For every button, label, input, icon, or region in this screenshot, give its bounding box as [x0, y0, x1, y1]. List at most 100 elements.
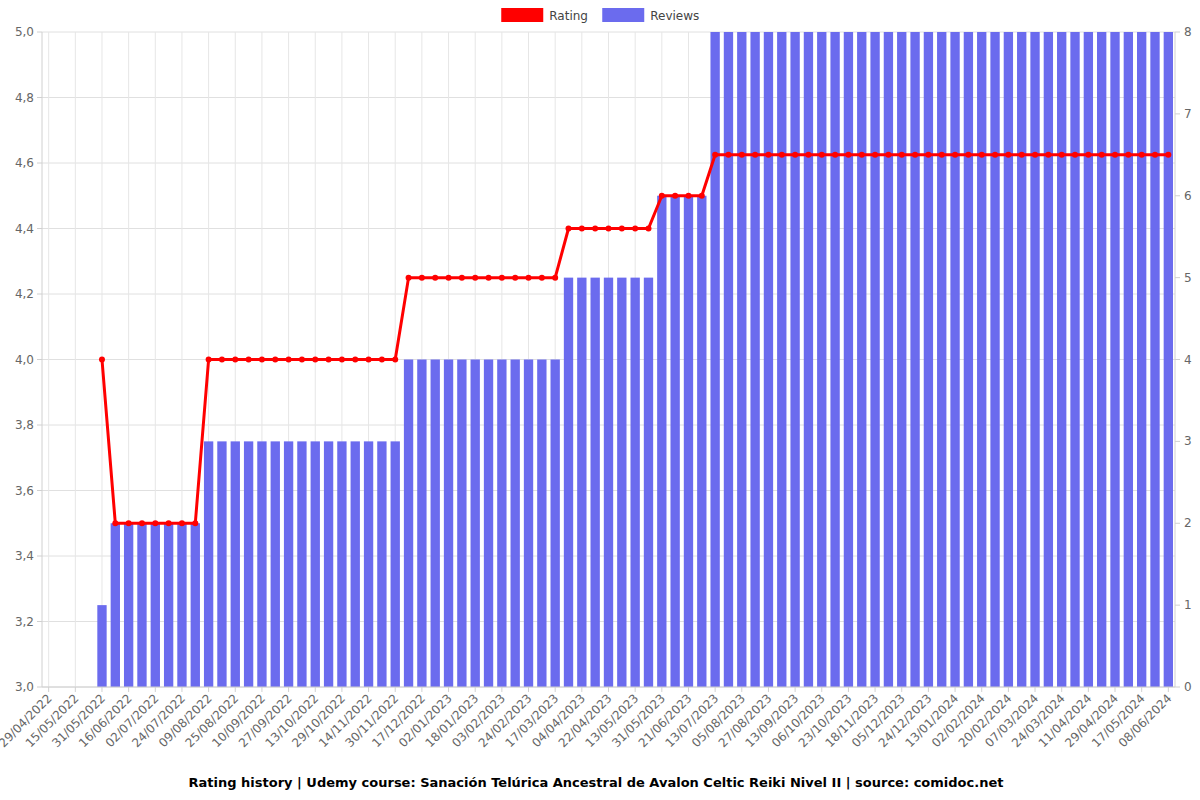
tick	[581, 687, 582, 692]
tick	[661, 687, 662, 692]
bar	[337, 441, 346, 687]
tick	[1175, 277, 1180, 278]
point	[699, 193, 705, 199]
bar	[857, 32, 866, 687]
point	[552, 275, 558, 281]
tick-label: 5	[1184, 271, 1192, 285]
tick	[1168, 687, 1169, 692]
tick	[528, 687, 529, 692]
point	[939, 152, 945, 158]
bar	[630, 278, 639, 687]
point	[819, 152, 825, 158]
bar	[164, 523, 173, 687]
marks	[97, 32, 1173, 687]
point	[606, 226, 612, 232]
bar	[1164, 32, 1173, 687]
point	[392, 357, 398, 363]
bar	[231, 441, 240, 687]
tick-label: 6	[1184, 189, 1192, 203]
tick	[288, 687, 289, 692]
tick-label: 3,0	[15, 680, 34, 694]
rating-line	[102, 155, 1168, 523]
bar	[324, 441, 333, 687]
bar	[670, 196, 679, 687]
tick	[741, 687, 742, 692]
tick	[1175, 32, 1180, 33]
bar	[884, 32, 893, 687]
point	[459, 275, 465, 281]
point	[352, 357, 358, 363]
bar	[910, 32, 919, 687]
bar	[724, 32, 733, 687]
bar	[1097, 32, 1106, 687]
point	[899, 152, 905, 158]
point	[579, 226, 585, 232]
point	[206, 357, 212, 363]
point	[885, 152, 891, 158]
bar	[364, 441, 373, 687]
point	[406, 275, 412, 281]
legend-label: Reviews	[650, 9, 699, 23]
bar	[937, 32, 946, 687]
point	[832, 152, 838, 158]
tick	[875, 687, 876, 692]
point	[272, 357, 278, 363]
bar	[137, 523, 146, 687]
point	[472, 275, 478, 281]
tick-label: 8	[1184, 25, 1192, 39]
tick	[1175, 605, 1180, 606]
bar	[750, 32, 759, 687]
point	[246, 357, 252, 363]
tick	[1061, 687, 1062, 692]
tick	[37, 163, 42, 164]
point	[1099, 152, 1105, 158]
bar	[617, 278, 626, 687]
tick	[821, 687, 822, 692]
point	[286, 357, 292, 363]
tick	[101, 687, 102, 692]
tick	[315, 687, 316, 692]
tick	[1175, 523, 1180, 524]
tick-label: 4,6	[15, 156, 34, 170]
bar	[377, 441, 386, 687]
tick-label: 4,2	[15, 287, 34, 301]
bar	[950, 32, 959, 687]
point	[752, 152, 758, 158]
point	[326, 357, 332, 363]
bar	[924, 32, 933, 687]
tick	[37, 425, 42, 426]
point	[1139, 152, 1145, 158]
bar	[897, 32, 906, 687]
point	[1165, 152, 1171, 158]
tick-label: 7	[1184, 107, 1192, 121]
point	[379, 357, 385, 363]
bar	[577, 278, 586, 687]
bar	[351, 441, 360, 687]
bar	[97, 605, 106, 687]
tick	[395, 687, 396, 692]
point	[232, 357, 238, 363]
bar	[457, 360, 466, 688]
point	[645, 226, 651, 232]
tick	[37, 556, 42, 557]
point	[992, 152, 998, 158]
point	[112, 520, 118, 526]
bar	[1137, 32, 1146, 687]
tick-label: 4,0	[15, 353, 34, 367]
tick	[901, 687, 902, 692]
point	[965, 152, 971, 158]
tick	[688, 687, 689, 692]
tick	[1141, 687, 1142, 692]
point	[419, 275, 425, 281]
tick	[37, 621, 42, 622]
legend: RatingReviews	[501, 8, 699, 23]
point	[299, 357, 305, 363]
tick-label: 2	[1184, 516, 1192, 530]
bar	[990, 32, 999, 687]
point	[1152, 152, 1158, 158]
legend-swatch	[501, 8, 543, 22]
bar	[124, 523, 133, 687]
bar	[830, 32, 839, 687]
bar	[257, 441, 266, 687]
title: Rating history | Udemy course: Sanación …	[189, 775, 1004, 790]
